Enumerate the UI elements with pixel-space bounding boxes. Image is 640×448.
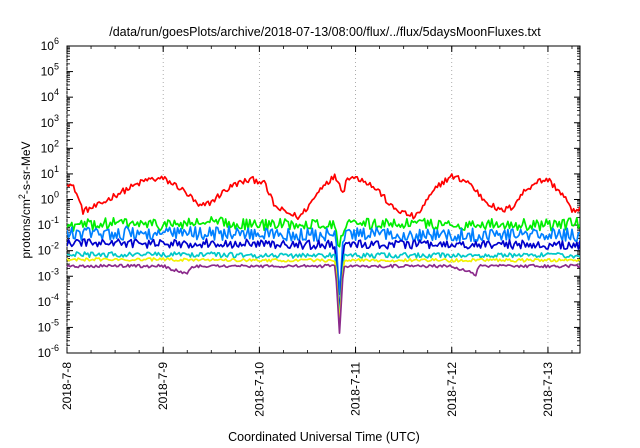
y-tick-label: 102 [41, 138, 59, 155]
x-tick-label: 2018-7-11 [349, 362, 363, 416]
y-tick-label: 105 [41, 62, 59, 79]
y-tick-label: 100 [41, 190, 59, 207]
y-tick-label: 10-6 [38, 343, 59, 360]
y-tick-label: 10-2 [38, 241, 59, 258]
x-tick-label: 2018-7-10 [252, 362, 266, 417]
series-line-4 [67, 238, 580, 317]
series-line-6 [67, 257, 580, 327]
y-tick-label: 10-3 [38, 266, 59, 283]
plot-frame [66, 45, 581, 354]
series-group [67, 173, 580, 334]
series-line-1 [67, 173, 580, 221]
chart-title: /data/run/goesPlots/archive/2018-07-13/0… [109, 25, 541, 39]
x-tick-label: 2018-7-13 [541, 362, 555, 417]
y-tick-label: 103 [41, 113, 59, 130]
series-line-2 [67, 216, 580, 248]
series-line-7 [67, 263, 580, 334]
y-tick-label: 104 [41, 87, 59, 104]
y-axis-label: protons/cm2-s-sr-MeV [17, 141, 33, 258]
y-tick-label: 10-1 [38, 215, 59, 232]
y-tick-label: 10-5 [38, 317, 59, 334]
y-tick-label: 101 [41, 164, 59, 181]
x-tick-label: 2018-7-12 [445, 362, 459, 417]
x-axis: 2018-7-8 2018-7-9 2018-7-10 2018-7-11 2018-7… [60, 46, 573, 417]
y-axis: 10-6 10-5 10-4 10-3 10-2 10-1 100 101 102 103 104 1… [38, 36, 580, 360]
grid-lines [66, 46, 549, 353]
y-tick-label: 106 [41, 36, 59, 53]
series-line-5 [67, 251, 580, 321]
y-tick-label: 10-4 [38, 292, 59, 309]
x-tick-label: 2018-7-9 [156, 362, 170, 410]
x-tick-label: 2018-7-8 [60, 362, 74, 410]
x-axis-label: Coordinated Universal Time (UTC) [228, 430, 420, 444]
series-line-3 [67, 225, 580, 295]
